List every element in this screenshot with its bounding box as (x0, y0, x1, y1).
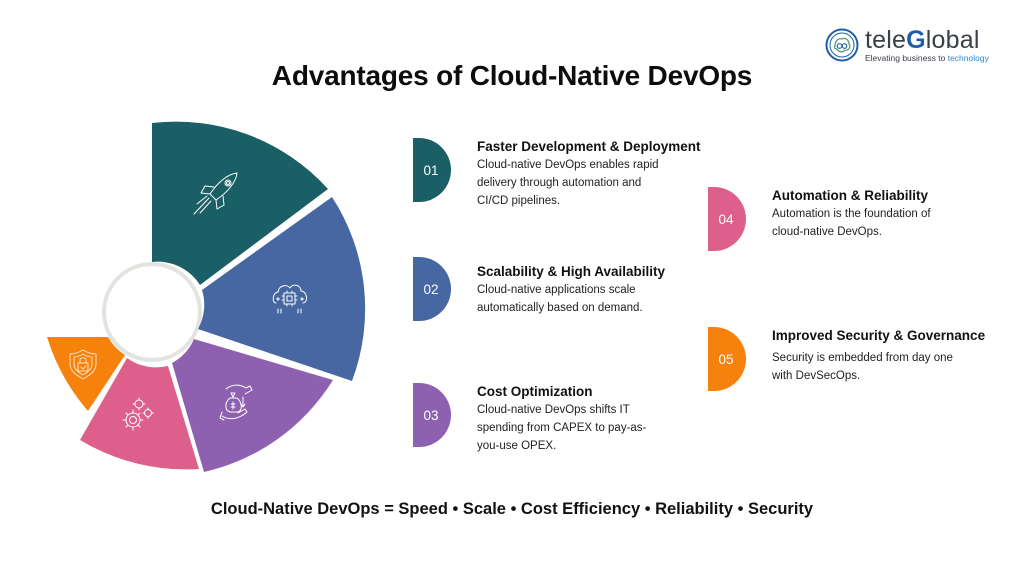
shield-lock-icon (69, 349, 97, 380)
item-heading: Cost Optimization (477, 384, 593, 399)
segment-04-automation (80, 358, 199, 470)
item-heading: Scalability & High Availability (477, 264, 666, 279)
number-badge: 04 (708, 187, 746, 251)
summary-footer: Cloud-Native DevOps = Speed • Scale • Co… (210, 500, 814, 518)
segment-01-faster-development (152, 121, 328, 286)
number-badge: 05 (708, 327, 746, 391)
item-description: Security is embedded from day one with D… (772, 352, 953, 382)
item-description: Cloud-native DevOps enables rapid delive… (477, 159, 659, 207)
item-heading: Improved Security & Governance (772, 328, 986, 343)
advantages-ring-diagram (47, 121, 366, 472)
segment-03-cost-optimization (172, 339, 333, 472)
cloud-chip-icon (272, 284, 308, 314)
item-heading: Faster Development & Deployment (477, 139, 701, 154)
center-ring (102, 262, 202, 362)
logo-wordmark: teleGlobal (865, 25, 980, 54)
logo-emblem-icon (825, 28, 859, 62)
number-badge: 02 (413, 257, 451, 321)
item-description: Automation is the foundation of cloud-na… (772, 208, 931, 238)
page-title: Advantages of Cloud-Native DevOps (271, 60, 753, 91)
teleglobal-logo: teleGlobal Elevating business to technol… (825, 24, 995, 66)
item-heading: Automation & Reliability (772, 188, 929, 203)
segment-02-scalability (198, 197, 366, 381)
item-description: Cloud-native DevOps shifts IT spending f… (477, 404, 647, 452)
rocket-icon (193, 172, 238, 215)
number-badge: 01 (413, 138, 451, 202)
number-badge: 03 (413, 383, 451, 447)
item-description: Cloud-native applications scale automati… (477, 284, 643, 314)
gears-icon (122, 397, 154, 431)
segment-05-security (47, 337, 125, 411)
money-bag-hands-icon (219, 384, 253, 421)
logo-tagline: Elevating business to technology (865, 52, 989, 63)
